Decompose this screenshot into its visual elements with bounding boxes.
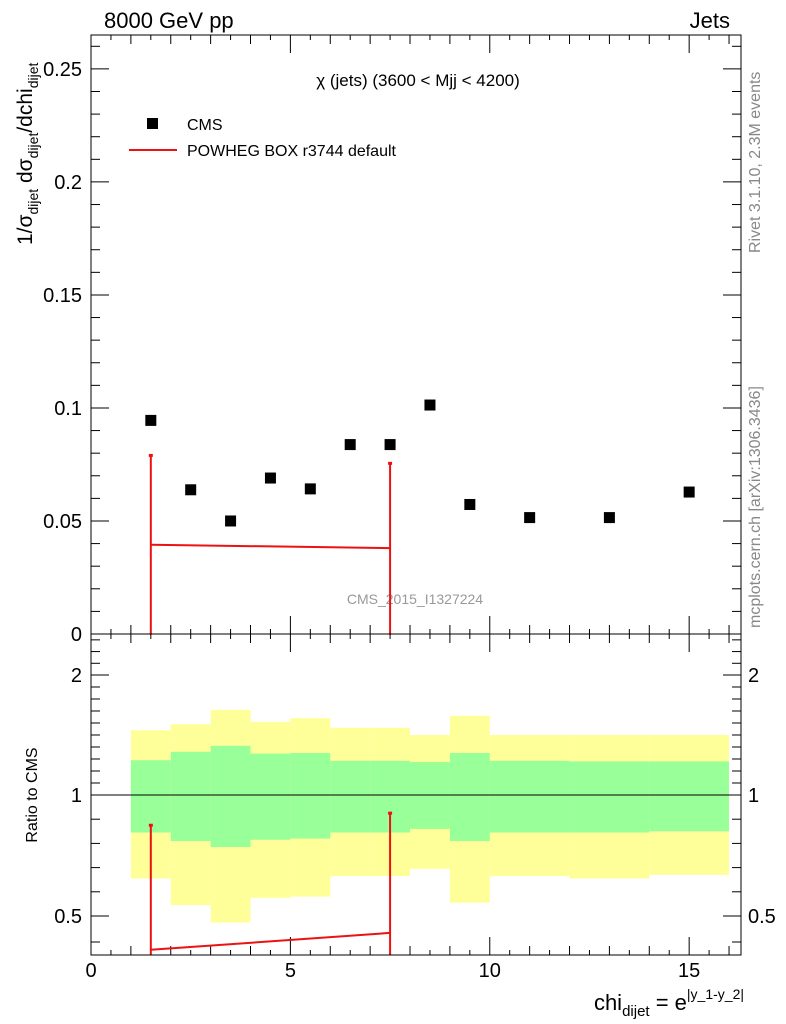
cms-data-point xyxy=(225,515,237,527)
cms-data-point xyxy=(464,498,476,510)
mcplots-label: mcplots.cern.ch [arXiv:1306.3436] xyxy=(747,386,764,628)
ratio-y-tick-label: 0.5 xyxy=(54,906,82,928)
ratio-band-inner xyxy=(330,760,371,833)
cms-data-point xyxy=(185,484,197,496)
y-tick-label: 0 xyxy=(71,624,82,646)
main-series-layer xyxy=(145,399,695,635)
ratio-y-tick-label-right: 2 xyxy=(748,665,759,687)
x-tick-label: 10 xyxy=(479,960,501,982)
ratio-y-tick-label: 2 xyxy=(71,665,82,687)
cms-data-point xyxy=(264,472,276,484)
ratio-band-inner xyxy=(130,760,171,833)
x-tick-label: 0 xyxy=(85,960,96,982)
legend-label-cms: CMS xyxy=(187,117,223,134)
y-axis-label: 1/σdijet dσdijet/dchidijet xyxy=(14,63,41,245)
ratio-band-inner xyxy=(210,745,251,848)
powheg-line xyxy=(150,543,391,550)
x-tick-label: 5 xyxy=(285,960,296,982)
cms-data-point xyxy=(304,483,316,495)
ratio-series-layer xyxy=(148,811,393,955)
ratio-uncertainty-bands xyxy=(130,709,730,923)
cms-data-point xyxy=(145,414,157,426)
ratio-band-inner xyxy=(569,761,650,833)
cms-data-point xyxy=(603,512,615,524)
cms-data-point xyxy=(683,486,695,498)
cms-data-point xyxy=(524,512,536,524)
legend: CMS POWHEG BOX r3744 default xyxy=(129,117,397,160)
ratio-band-inner xyxy=(649,761,730,832)
powheg-ratio-line xyxy=(150,931,391,951)
x-axis-label: chidijet = e|y_1-y_2| xyxy=(594,986,744,1020)
cms-data-point xyxy=(344,439,356,451)
y-tick-label: 0.1 xyxy=(54,398,82,420)
ratio-band-inner xyxy=(250,753,291,840)
analysis-watermark: CMS_2015_I1327224 xyxy=(347,591,483,607)
ratio-band-inner xyxy=(290,753,331,839)
rivet-version-label: Rivet 3.1.10, 2.3M events xyxy=(747,72,764,253)
y-tick-label: 0.05 xyxy=(43,511,82,533)
ratio-band-inner xyxy=(489,760,570,833)
cms-data-point xyxy=(424,399,436,411)
ratio-y-tick-label-right: 0.5 xyxy=(748,906,776,928)
ratio-y-tick-label-right: 1 xyxy=(748,785,759,807)
ratio-y-tick-label: 1 xyxy=(71,785,82,807)
y-tick-label: 0.2 xyxy=(54,172,82,194)
y-tick-label: 0.25 xyxy=(43,59,82,81)
x-tick-label: 15 xyxy=(678,960,700,982)
chart-title: χ (jets) (3600 < Mjj < 4200) xyxy=(316,71,520,90)
header-process-label: Jets xyxy=(690,8,730,33)
cms-data-point xyxy=(384,439,396,451)
ratio-band-inner xyxy=(170,751,211,841)
header-energy-label: 8000 GeV pp xyxy=(104,8,234,33)
y-tick-label: 0.15 xyxy=(43,285,82,307)
ratio-band-inner xyxy=(449,753,490,841)
legend-label-powheg: POWHEG BOX r3744 default xyxy=(187,143,397,160)
legend-marker-cms xyxy=(147,118,158,129)
ratio-y-axis-label: Ratio to CMS xyxy=(24,747,41,842)
